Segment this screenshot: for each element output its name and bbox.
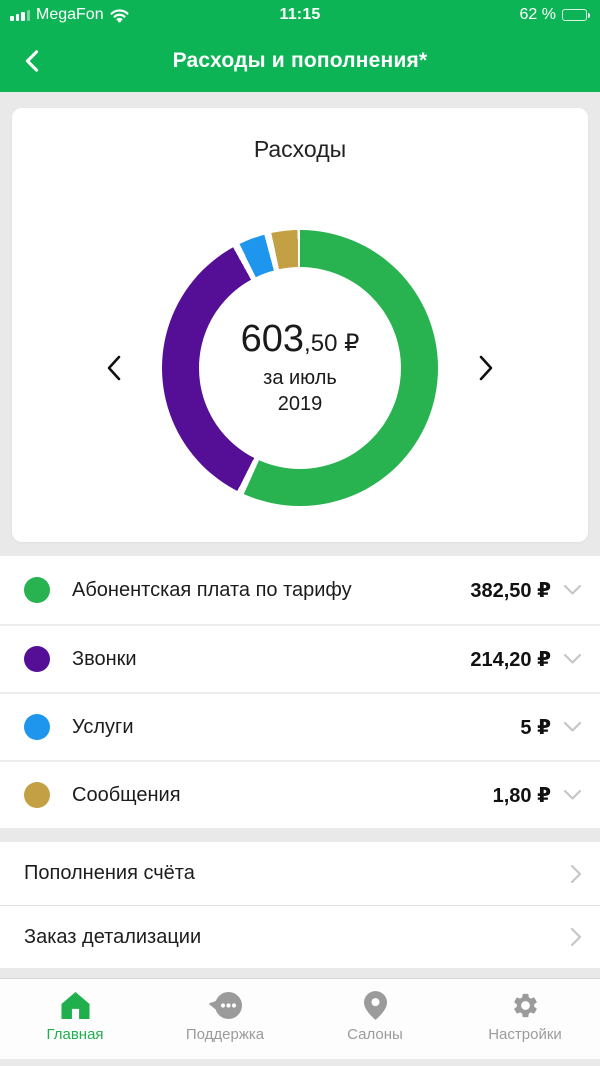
spacer xyxy=(0,968,600,978)
category-label: Услуги xyxy=(72,715,134,738)
link-label: Пополнения счёта xyxy=(24,862,195,884)
expenses-donut-chart: 603 ,50 ₽ за июль 2019 xyxy=(162,230,438,506)
category-color-dot xyxy=(24,646,50,672)
total-amount: 603 ,50 ₽ xyxy=(241,319,360,359)
category-amount: 5 ₽ xyxy=(520,716,551,739)
category-label: Звонки xyxy=(72,647,137,670)
category-amount: 214,20 ₽ xyxy=(470,648,551,671)
chevron-down-icon xyxy=(563,653,582,665)
clock: 11:15 xyxy=(279,6,321,23)
period-month: за июль xyxy=(263,367,337,389)
expense-category-list: Абонентская плата по тарифу 382,50 ₽ Зво… xyxy=(0,556,600,828)
category-label: Сообщения xyxy=(72,783,181,806)
tab-home[interactable]: Главная xyxy=(0,979,150,1059)
chevron-right-icon xyxy=(570,927,582,947)
category-color-dot xyxy=(24,714,50,740)
settings-gear-icon xyxy=(511,989,540,1021)
spacer xyxy=(0,92,600,108)
status-bar: MegaFon 11:15 62 % xyxy=(0,0,600,30)
battery-percent-label: 62 % xyxy=(519,6,556,23)
spacer xyxy=(0,542,600,556)
expenses-card: Расходы 603 ,50 ₽ за июль 2019 xyxy=(12,108,588,542)
chevron-left-icon xyxy=(101,352,127,384)
period-year: 2019 xyxy=(277,393,323,415)
nav-header: Расходы и пополнения* xyxy=(0,30,600,92)
total-amount-fraction: ,50 ₽ xyxy=(304,330,360,357)
category-label: Абонентская плата по тарифу xyxy=(72,578,352,601)
donut-center: 603 ,50 ₽ за июль 2019 xyxy=(199,267,401,469)
tab-bar: Главная Поддержка Салоны Н xyxy=(0,978,600,1059)
signal-strength-icon xyxy=(10,9,30,21)
chevron-down-icon xyxy=(563,789,582,801)
period-label: за июль 2019 xyxy=(263,365,337,417)
card-title: Расходы xyxy=(253,136,347,162)
battery-icon xyxy=(562,9,590,21)
link-label: Заказ детализации xyxy=(24,925,202,948)
link-row-topups[interactable]: Пополнения счёта xyxy=(0,842,600,905)
support-chat-icon xyxy=(208,989,243,1021)
category-amount: 382,50 ₽ xyxy=(470,579,551,602)
tab-salons[interactable]: Салоны xyxy=(300,979,450,1059)
donut-chart-area: 603 ,50 ₽ за июль 2019 xyxy=(12,230,588,506)
expense-row-subscription[interactable]: Абонентская плата по тарифу 382,50 ₽ xyxy=(0,556,600,624)
tab-support[interactable]: Поддержка xyxy=(150,979,300,1059)
location-pin-icon xyxy=(363,989,387,1021)
category-amount: 1,80 ₽ xyxy=(492,784,551,807)
carrier-label: MegaFon xyxy=(36,6,104,23)
spacer xyxy=(0,828,600,842)
chevron-down-icon xyxy=(563,584,582,596)
home-icon xyxy=(60,989,91,1021)
expense-row-messages[interactable]: Сообщения 1,80 ₽ xyxy=(0,760,600,828)
chevron-down-icon xyxy=(563,721,582,733)
category-color-dot xyxy=(24,577,50,603)
chevron-right-icon xyxy=(473,352,499,384)
tab-label: Настройки xyxy=(488,1026,562,1043)
category-color-dot xyxy=(24,782,50,808)
links-section: Пополнения счёта Заказ детализации xyxy=(0,842,600,968)
next-month-button[interactable] xyxy=(464,340,508,396)
wifi-icon xyxy=(110,8,129,23)
total-amount-main: 603 xyxy=(240,318,305,360)
expense-row-calls[interactable]: Звонки 214,20 ₽ xyxy=(0,624,600,692)
expense-row-services[interactable]: Услуги 5 ₽ xyxy=(0,692,600,760)
chevron-left-icon xyxy=(21,47,43,75)
prev-month-button[interactable] xyxy=(92,340,136,396)
page-title: Расходы и пополнения* xyxy=(172,49,428,72)
chevron-right-icon xyxy=(570,864,582,884)
link-row-detalization[interactable]: Заказ детализации xyxy=(0,905,600,968)
tab-label: Поддержка xyxy=(185,1026,265,1043)
tab-label: Салоны xyxy=(347,1026,403,1043)
back-button[interactable] xyxy=(10,30,54,92)
tab-label: Главная xyxy=(46,1026,104,1043)
tab-settings[interactable]: Настройки xyxy=(450,979,600,1059)
